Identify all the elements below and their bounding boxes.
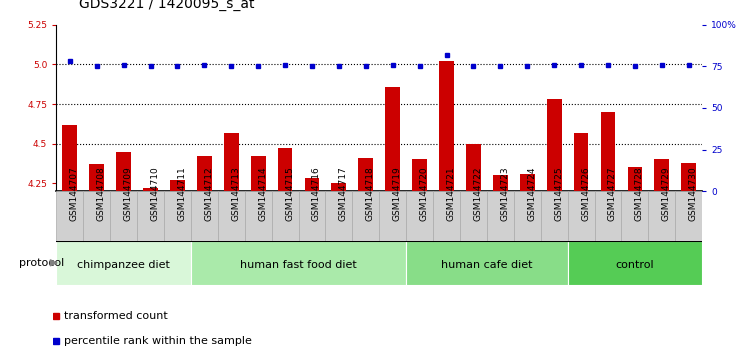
Text: GSM144709: GSM144709	[124, 166, 133, 221]
Bar	[601, 112, 615, 191]
Text: GSM144711: GSM144711	[177, 166, 186, 221]
Text: percentile rank within the sample: percentile rank within the sample	[64, 336, 252, 346]
Bar	[143, 188, 158, 191]
Text: GSM144723: GSM144723	[500, 166, 509, 221]
Text: human fast food diet: human fast food diet	[240, 260, 357, 270]
Text: GSM144730: GSM144730	[689, 166, 698, 221]
Text: GSM144714: GSM144714	[258, 166, 267, 221]
Text: chimpanzee diet: chimpanzee diet	[77, 260, 170, 270]
Bar	[164, 191, 191, 241]
Bar	[191, 191, 218, 241]
Text: GSM144726: GSM144726	[581, 166, 590, 221]
Text: transformed count: transformed count	[64, 311, 167, 321]
Text: GSM144729: GSM144729	[662, 166, 671, 221]
Bar	[514, 191, 541, 241]
Text: GSM144725: GSM144725	[554, 166, 563, 221]
Bar	[466, 144, 481, 191]
Bar	[681, 162, 696, 191]
Text: GSM144713: GSM144713	[231, 166, 240, 221]
Bar	[224, 132, 239, 191]
Bar	[56, 191, 83, 241]
Bar	[493, 175, 508, 191]
Text: protocol: protocol	[20, 258, 65, 268]
Bar	[547, 99, 562, 191]
Bar	[433, 191, 460, 241]
Bar	[568, 241, 702, 285]
Text: GSM144715: GSM144715	[285, 166, 294, 221]
Bar	[460, 191, 487, 241]
Bar	[245, 191, 272, 241]
Bar	[568, 191, 595, 241]
Bar	[137, 191, 164, 241]
Text: human cafe diet: human cafe diet	[441, 260, 532, 270]
Bar	[595, 191, 622, 241]
Bar	[331, 183, 346, 191]
Bar	[56, 241, 191, 285]
Bar	[170, 180, 185, 191]
Bar	[439, 61, 454, 191]
Text: GSM144716: GSM144716	[312, 166, 321, 221]
Bar	[379, 191, 406, 241]
Text: GSM144712: GSM144712	[204, 166, 213, 221]
Bar	[520, 174, 535, 191]
Bar	[541, 191, 568, 241]
Text: GSM144707: GSM144707	[70, 166, 79, 221]
Bar	[325, 191, 352, 241]
Text: GSM144720: GSM144720	[420, 166, 429, 221]
Text: GSM144722: GSM144722	[473, 166, 482, 221]
Text: GSM144724: GSM144724	[527, 166, 536, 221]
Bar	[299, 191, 325, 241]
Bar	[191, 241, 406, 285]
Bar	[278, 148, 292, 191]
Bar	[352, 191, 379, 241]
Bar	[110, 191, 137, 241]
Text: GSM144719: GSM144719	[393, 166, 402, 221]
Text: GSM144708: GSM144708	[97, 166, 106, 221]
Text: control: control	[616, 260, 654, 270]
Text: GSM144710: GSM144710	[150, 166, 159, 221]
Bar	[116, 152, 131, 191]
Bar	[272, 191, 299, 241]
Text: GDS3221 / 1420095_s_at: GDS3221 / 1420095_s_at	[79, 0, 255, 11]
Bar	[197, 156, 212, 191]
Bar	[628, 167, 642, 191]
Bar	[305, 178, 319, 191]
Bar	[358, 158, 373, 191]
Text: GSM144727: GSM144727	[608, 166, 617, 221]
Bar	[218, 191, 245, 241]
Bar	[83, 191, 110, 241]
Bar	[62, 125, 77, 191]
Bar	[622, 191, 648, 241]
Bar	[385, 87, 400, 191]
Bar	[487, 191, 514, 241]
Bar	[648, 191, 675, 241]
Text: GSM144721: GSM144721	[447, 166, 456, 221]
Bar	[574, 132, 589, 191]
Bar	[406, 191, 433, 241]
Text: GSM144728: GSM144728	[635, 166, 644, 221]
Bar	[89, 164, 104, 191]
Text: GSM144718: GSM144718	[366, 166, 375, 221]
Bar	[251, 156, 266, 191]
Bar	[412, 159, 427, 191]
Bar	[654, 159, 669, 191]
Text: GSM144717: GSM144717	[339, 166, 348, 221]
Bar	[406, 241, 568, 285]
Bar	[675, 191, 702, 241]
